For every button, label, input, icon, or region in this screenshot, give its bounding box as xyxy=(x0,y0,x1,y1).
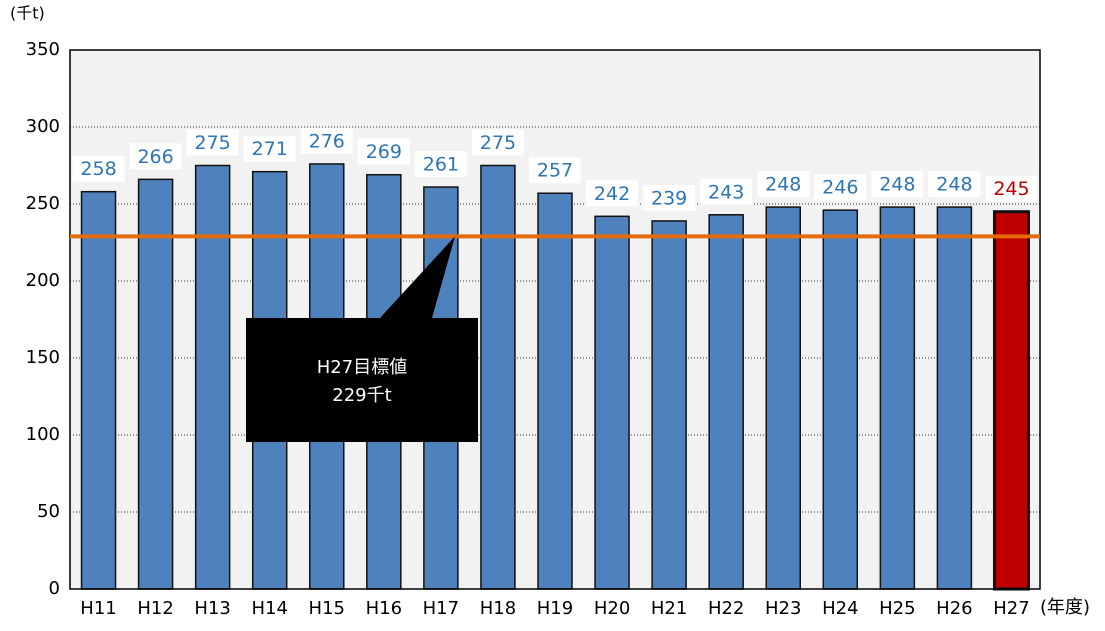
value-label: 257 xyxy=(537,160,573,182)
callout-pointer xyxy=(380,236,455,318)
value-label: 269 xyxy=(366,141,402,163)
x-tick-label: H16 xyxy=(366,598,402,619)
x-tick-label: H15 xyxy=(309,598,345,619)
bar xyxy=(651,220,687,590)
y-tick-label: 250 xyxy=(26,193,60,214)
x-tick-label: H13 xyxy=(194,598,230,619)
x-tick-label: H14 xyxy=(251,598,287,619)
value-label-bg xyxy=(300,127,353,154)
value-label-bg xyxy=(985,175,1038,202)
x-tick-label: H12 xyxy=(137,598,173,619)
x-tick-label: H21 xyxy=(651,598,687,619)
bar xyxy=(765,206,801,590)
x-tick-label: H20 xyxy=(594,598,630,619)
bar xyxy=(708,214,744,590)
value-label-bg xyxy=(814,174,867,201)
value-label: 245 xyxy=(993,178,1029,200)
y-tick-label: 50 xyxy=(37,501,60,522)
callout-text: H27目標値 xyxy=(317,357,407,378)
x-tick-label: H27 xyxy=(993,598,1029,619)
value-label: 248 xyxy=(936,174,972,196)
value-label: 266 xyxy=(137,146,173,168)
value-label-bg xyxy=(471,129,524,156)
value-label-bg xyxy=(529,157,581,184)
value-label-bg xyxy=(72,155,125,182)
x-tick-label: H22 xyxy=(708,598,744,619)
value-label-bg xyxy=(129,143,182,170)
value-label-bg xyxy=(928,171,981,198)
bar xyxy=(822,209,859,590)
x-axis-label: (年度) xyxy=(1040,597,1090,618)
value-label-bg xyxy=(186,129,239,156)
value-label: 275 xyxy=(195,132,231,154)
bar xyxy=(594,215,630,590)
value-label: 248 xyxy=(879,174,915,196)
value-label-bg xyxy=(643,184,696,211)
y-tick-label: 0 xyxy=(49,578,60,599)
x-tick-label: H24 xyxy=(822,598,858,619)
y-tick-label: 150 xyxy=(26,347,60,368)
value-label: 258 xyxy=(80,158,116,180)
value-label: 275 xyxy=(480,132,516,154)
y-tick-label: 100 xyxy=(26,424,60,445)
x-tick-label: H11 xyxy=(80,598,116,619)
bar xyxy=(936,206,973,590)
value-label: 248 xyxy=(765,174,801,196)
bar xyxy=(137,178,174,590)
value-label-bg xyxy=(757,171,810,198)
value-label-bg xyxy=(586,180,639,207)
x-tick-label: H18 xyxy=(480,598,516,619)
y-tick-label: 200 xyxy=(26,270,60,291)
x-tick-label: H17 xyxy=(423,598,459,619)
value-label: 243 xyxy=(708,181,744,203)
value-label: 239 xyxy=(651,187,687,209)
y-tick-label: 300 xyxy=(26,116,60,137)
value-label-bg xyxy=(414,151,467,178)
value-label-bg xyxy=(243,135,296,162)
value-label: 242 xyxy=(594,183,630,205)
value-label: 261 xyxy=(423,154,459,176)
value-label: 276 xyxy=(309,130,345,152)
x-tick-label: H23 xyxy=(765,598,801,619)
x-tick-label: H26 xyxy=(936,598,972,619)
y-axis-label: (千t) xyxy=(10,4,45,23)
bar xyxy=(80,190,117,590)
plot-border xyxy=(69,49,1041,590)
value-label-bg xyxy=(357,138,410,165)
x-tick-label: H25 xyxy=(879,598,915,619)
value-label-bg xyxy=(871,171,924,198)
bar xyxy=(480,164,516,590)
callout-text: 229千t xyxy=(332,385,391,406)
value-label: 271 xyxy=(252,138,288,160)
bar xyxy=(879,206,916,590)
value-label: 246 xyxy=(822,177,858,199)
x-tick-label: H19 xyxy=(537,598,573,619)
bar xyxy=(194,164,231,590)
value-label-bg xyxy=(700,178,753,205)
y-tick-label: 350 xyxy=(26,39,60,60)
bar xyxy=(537,192,573,590)
callout-box xyxy=(246,318,478,442)
bar xyxy=(992,210,1030,591)
